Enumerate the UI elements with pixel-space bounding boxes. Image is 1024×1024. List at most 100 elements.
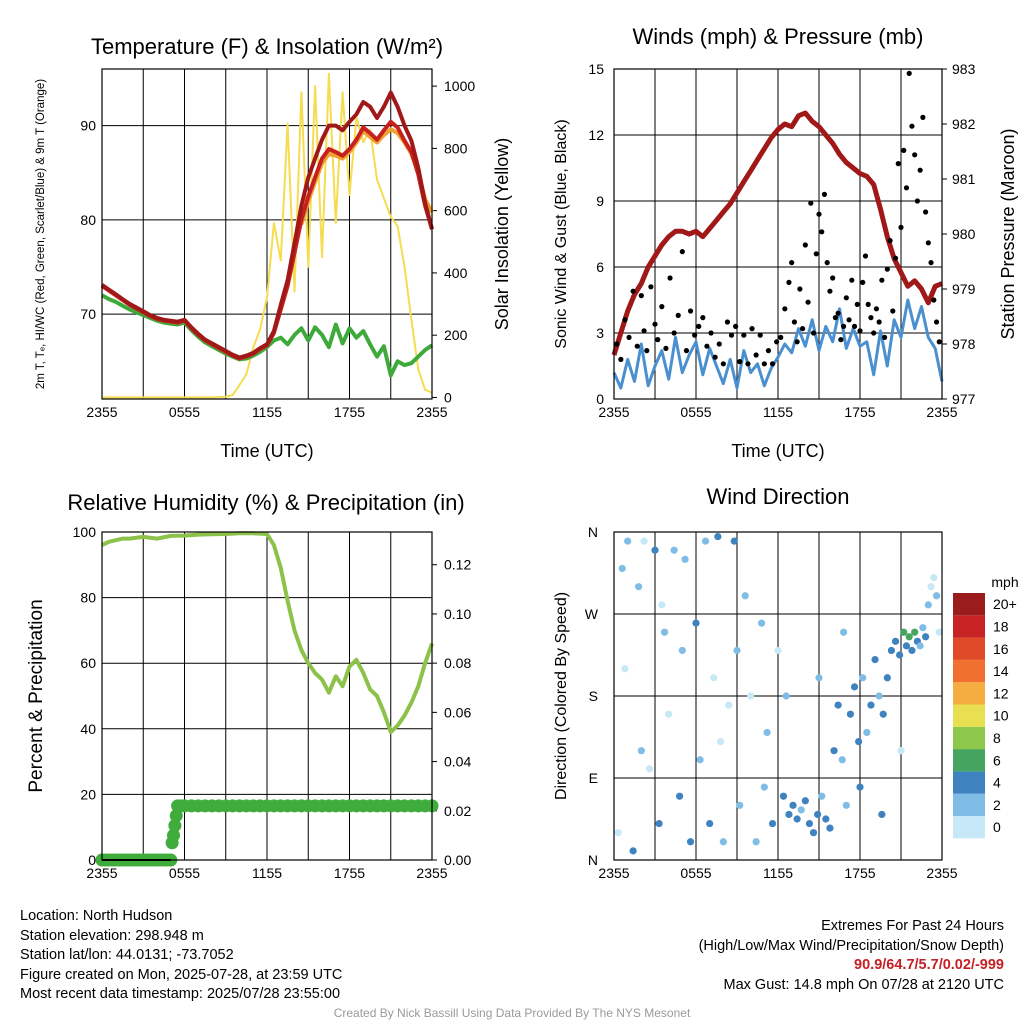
direction-point bbox=[900, 628, 908, 636]
gust-point bbox=[917, 167, 923, 173]
gust-point bbox=[914, 198, 921, 204]
colorbar-swatch bbox=[953, 816, 985, 839]
direction-point bbox=[655, 819, 663, 828]
direction-point bbox=[629, 847, 637, 855]
direction-point bbox=[830, 747, 838, 755]
direction-point bbox=[855, 737, 863, 746]
gust-point bbox=[765, 348, 772, 354]
gust-point bbox=[879, 277, 885, 283]
winds-y-tick-label: 9 bbox=[596, 193, 604, 209]
direction-point bbox=[879, 710, 887, 718]
direction-point bbox=[887, 646, 896, 655]
direction-point bbox=[658, 601, 666, 609]
insolation-y-tick-label: 800 bbox=[444, 140, 468, 156]
gust-point bbox=[659, 304, 665, 310]
colorbar-label: 0 bbox=[993, 819, 1001, 835]
direction-point bbox=[908, 646, 916, 655]
colorbar-swatch bbox=[953, 593, 985, 616]
gust-point bbox=[720, 361, 726, 367]
winds-x-tick-label: 1755 bbox=[844, 404, 875, 420]
temperature-x-tick-label: 2355 bbox=[416, 404, 447, 420]
humidity-y-tick-label: 60 bbox=[80, 655, 96, 671]
gust-point bbox=[892, 255, 899, 261]
colorbar-label: 8 bbox=[993, 730, 1001, 746]
gust-point bbox=[816, 211, 822, 217]
gust-point bbox=[936, 339, 942, 345]
direction-point bbox=[758, 619, 766, 627]
rh-line bbox=[101, 531, 434, 735]
direction-x-tick-label: 0555 bbox=[680, 865, 711, 881]
gust-point bbox=[851, 323, 858, 329]
colorbar-label: 16 bbox=[993, 641, 1009, 657]
gust-point bbox=[761, 361, 767, 367]
colorbar-label: 10 bbox=[993, 708, 1009, 724]
winds-y-tick-label: 0 bbox=[596, 391, 604, 407]
gust-point bbox=[846, 317, 852, 323]
direction-point bbox=[838, 756, 846, 764]
direction-point bbox=[897, 747, 905, 755]
colorbar-swatch bbox=[953, 704, 985, 727]
gust-point bbox=[741, 332, 747, 338]
direction-point bbox=[896, 651, 904, 659]
colorbar-swatch bbox=[953, 615, 985, 638]
direction-point bbox=[618, 564, 626, 573]
direction-point bbox=[710, 674, 718, 682]
insolation-y-tick-label: 400 bbox=[444, 265, 468, 281]
direction-point bbox=[902, 642, 911, 650]
gust-point bbox=[648, 284, 654, 290]
gust-point bbox=[884, 266, 890, 272]
gust-point bbox=[757, 332, 763, 338]
direction-point bbox=[863, 728, 871, 737]
direction-title: Wind Direction bbox=[706, 484, 849, 509]
gust-point bbox=[630, 288, 636, 294]
direction-point bbox=[730, 537, 738, 545]
gust-point bbox=[675, 312, 681, 318]
gust-point bbox=[871, 330, 877, 336]
extremes-title: Extremes For Past 24 Hours bbox=[821, 918, 1004, 934]
colorbar-swatch bbox=[953, 793, 985, 816]
colorbar-label: 6 bbox=[993, 752, 1001, 768]
pressure-y-tick-label: 982 bbox=[952, 116, 976, 132]
direction-point bbox=[701, 537, 710, 545]
direction-point bbox=[916, 642, 924, 650]
winds-y-tick-label: 3 bbox=[596, 325, 604, 341]
direction-point bbox=[919, 624, 927, 632]
gust-point bbox=[716, 341, 722, 347]
elevation-text: Station elevation: 298.948 m bbox=[20, 927, 204, 944]
direction-point bbox=[782, 692, 790, 700]
max-gust-text: Max Gust: 14.8 mph On 07/28 at 2120 UTC bbox=[723, 976, 1004, 993]
gust-point bbox=[733, 323, 739, 329]
colorbar-swatch bbox=[953, 682, 985, 705]
gust-point bbox=[614, 341, 620, 347]
temperature-y-tick-label: 70 bbox=[80, 306, 96, 322]
created-text: Figure created on Mon, 2025-07-28, at 23… bbox=[20, 966, 343, 983]
winds-panel: 2355 0555 1155 1755 235503691215977978979980… bbox=[553, 24, 1018, 461]
direction-point bbox=[826, 824, 834, 832]
gust-point bbox=[644, 348, 650, 354]
colorbar-swatch bbox=[953, 771, 985, 794]
gust-point bbox=[824, 260, 830, 266]
direction-point bbox=[932, 592, 941, 600]
insolation-y-tick-label: 0 bbox=[444, 389, 452, 405]
gust-point bbox=[832, 315, 839, 321]
direction-point bbox=[706, 819, 714, 828]
direction-y-tick-label: N bbox=[588, 852, 598, 868]
direction-point bbox=[850, 683, 859, 691]
direction-point bbox=[922, 633, 930, 641]
direction-point bbox=[660, 628, 669, 636]
winds-x-tick-label: 1155 bbox=[763, 404, 793, 420]
humidity-title: Relative Humidity (%) & Precipitation (i… bbox=[67, 490, 464, 515]
gust-point bbox=[774, 339, 780, 345]
gust-point bbox=[895, 161, 901, 167]
gust-point bbox=[933, 319, 940, 325]
gust-point bbox=[802, 242, 808, 248]
gust-point bbox=[749, 326, 755, 332]
direction-point bbox=[686, 838, 695, 846]
winds-y-tick-label: 15 bbox=[588, 61, 604, 77]
direction-point bbox=[651, 546, 659, 554]
insolation-line bbox=[102, 72, 433, 399]
direction-y-tick-label: N bbox=[588, 524, 598, 540]
gust-point bbox=[849, 277, 855, 283]
direction-x-tick-label: 2355 bbox=[926, 865, 957, 881]
